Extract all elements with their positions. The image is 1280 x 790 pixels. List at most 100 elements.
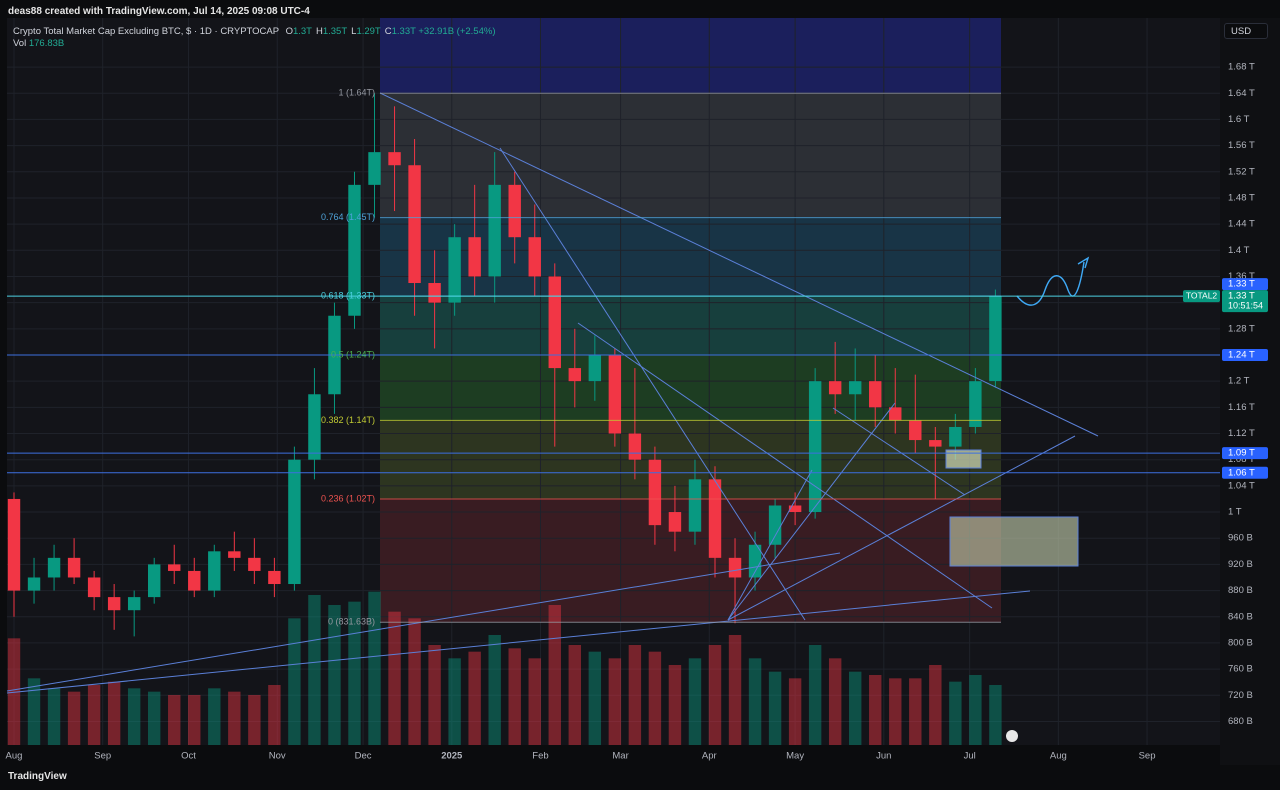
volume-bar — [848, 671, 862, 745]
volume-bar — [228, 691, 241, 745]
x-tick-label: Feb — [532, 751, 548, 762]
volume-bar — [628, 645, 642, 745]
fib-band — [380, 93, 1001, 218]
candle-body — [949, 426, 962, 447]
ohlc-value: 1.3T — [292, 26, 312, 37]
candle-body — [488, 184, 501, 277]
y-tick-label: 1 T — [1228, 507, 1242, 518]
volume-bar — [67, 691, 81, 745]
candle-body — [268, 570, 281, 585]
ohlc-key: L — [351, 26, 357, 37]
volume-bar — [508, 648, 521, 745]
trend-line — [832, 407, 966, 496]
candle-body — [308, 394, 321, 460]
candle-body — [568, 368, 582, 382]
volume-bar — [47, 688, 61, 745]
candle-body — [688, 479, 702, 532]
currency-button[interactable]: USD — [1224, 23, 1268, 39]
candle-body — [428, 283, 441, 303]
x-tick-label: Oct — [181, 751, 196, 762]
legend-row: Vol 176.83B — [13, 38, 495, 50]
candle-body — [7, 498, 21, 591]
candle-body — [27, 577, 41, 591]
zone-box — [945, 449, 982, 469]
y-tick-label: 1.08 T — [1228, 454, 1255, 465]
legend: Crypto Total Market Cap Excluding BTC, $… — [13, 26, 495, 50]
volume-bar — [808, 645, 822, 745]
candle-body — [87, 577, 101, 598]
volume-bar — [428, 645, 441, 745]
fib-label: 0 (831.63B) — [328, 617, 375, 627]
candle-body — [168, 564, 181, 571]
x-tick-label: Sep — [1139, 751, 1156, 762]
candle-body — [648, 459, 662, 526]
price-label: 1.06 T — [1228, 467, 1255, 478]
volume-bar — [548, 605, 561, 745]
volume-bar — [147, 691, 161, 745]
volume-bar — [588, 651, 602, 745]
x-tick-label: Mar — [612, 751, 628, 762]
volume-bar — [788, 678, 802, 745]
volume-bar — [909, 678, 922, 745]
x-tick-label: Jul — [964, 751, 976, 762]
price-label-box — [1222, 447, 1268, 460]
y-tick-label: 960 B — [1228, 533, 1253, 544]
volume-bar — [648, 651, 662, 745]
y-tick-label: 1.36 T — [1228, 271, 1255, 282]
fib-label: 0.5 (1.24T) — [331, 349, 375, 359]
volume-bar — [368, 591, 381, 745]
y-tick-label: 1.44 T — [1228, 219, 1255, 230]
volume-bar — [408, 618, 421, 745]
symbol-title: Crypto Total Market Cap Excluding BTC, $… — [13, 26, 279, 37]
volume-bar — [728, 635, 742, 745]
fib-label: 0.764 (1.45T) — [321, 212, 375, 222]
candle-body — [728, 557, 742, 578]
candle-body — [628, 433, 642, 460]
candle-body — [408, 165, 421, 284]
volume-bar — [488, 635, 501, 745]
volume-bar — [328, 605, 341, 745]
x-tick-label: Sep — [94, 751, 111, 762]
fib-band — [380, 354, 1001, 421]
brand: TradingView — [8, 771, 67, 782]
price-label: 1.09 T — [1228, 448, 1255, 459]
volume-bar — [889, 678, 902, 745]
trend-line — [499, 147, 806, 621]
candle-body — [608, 354, 622, 434]
volume-bar — [87, 685, 101, 745]
candle-body — [368, 152, 381, 185]
volume-value: 176.83B — [28, 38, 65, 49]
volume-bar — [127, 688, 141, 745]
volume-key: Vol — [13, 38, 27, 49]
candle-body — [107, 597, 121, 611]
y-tick-label: 880 B — [1228, 585, 1253, 596]
candle-body — [528, 237, 541, 277]
candle-body — [508, 184, 521, 238]
trend-line — [727, 469, 813, 621]
volume-bar — [768, 671, 782, 745]
ohlc-value: 1.33T — [391, 26, 416, 37]
symbol-tag-box — [1183, 290, 1220, 303]
candle-body — [468, 237, 481, 277]
y-tick-label: 1.16 T — [1228, 402, 1255, 413]
candle-body — [588, 354, 602, 382]
x-tick-label: Aug — [1050, 751, 1067, 762]
candle-body — [869, 381, 882, 408]
candle-body — [708, 479, 722, 558]
volume-bar — [748, 658, 762, 745]
created-by: deas88 created with TradingView.com, Jul… — [8, 6, 310, 17]
price-axis — [1220, 18, 1280, 765]
volume-bar — [528, 658, 541, 745]
candle-body — [748, 544, 762, 578]
y-tick-label: 1.12 T — [1228, 428, 1255, 439]
ohlc-value: 1.29T — [356, 26, 381, 37]
trend-line — [379, 92, 1099, 437]
price-label: 1.24 T — [1228, 350, 1255, 361]
candle-body — [127, 597, 141, 611]
candle-body — [889, 407, 902, 421]
y-tick-label: 680 B — [1228, 716, 1253, 727]
candle-body — [969, 381, 982, 427]
candle-body — [288, 459, 301, 585]
fib-band — [380, 18, 1001, 94]
y-tick-label: 760 B — [1228, 664, 1253, 675]
